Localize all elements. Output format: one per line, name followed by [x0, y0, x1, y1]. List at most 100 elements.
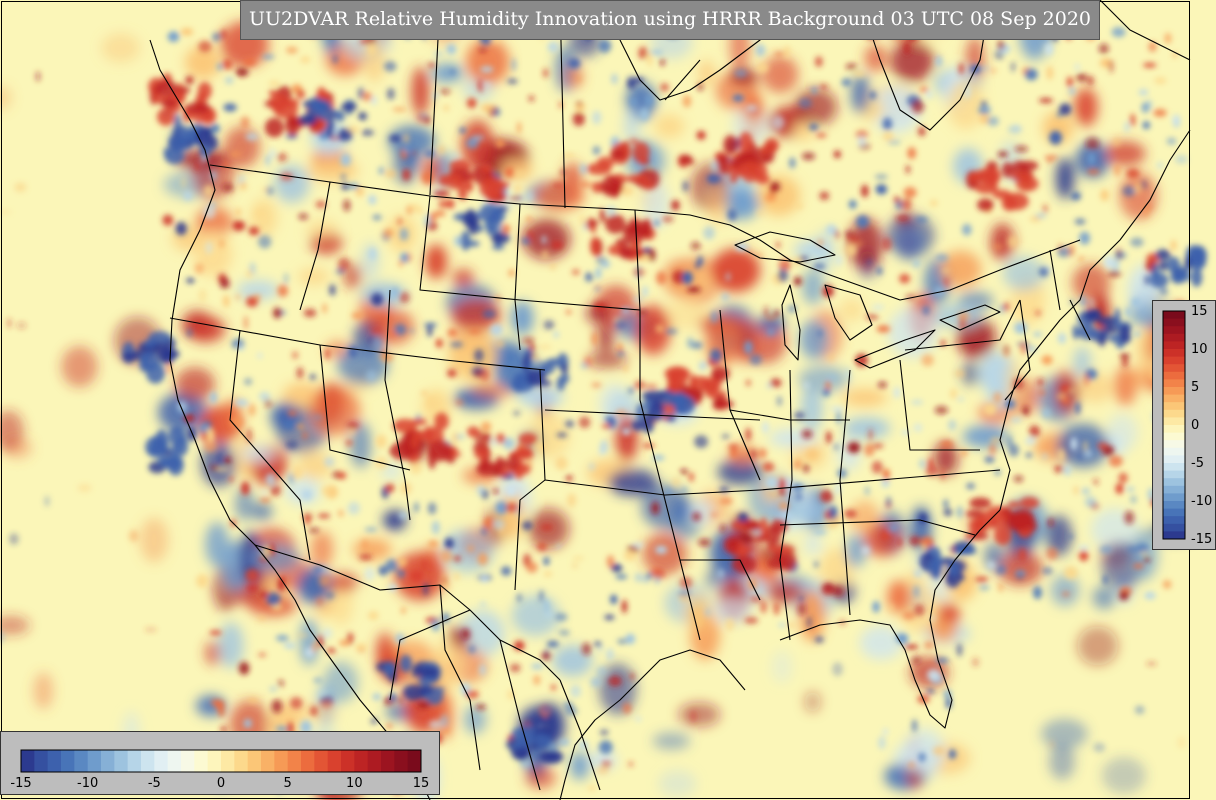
innovation-blob: [309, 384, 361, 436]
innovation-blob: [416, 701, 431, 709]
innovation-blob: [312, 642, 317, 653]
innovation-blob: [283, 642, 296, 649]
innovation-blob: [694, 435, 709, 449]
innovation-blob: [721, 434, 730, 439]
innovation-blob: [589, 463, 595, 471]
innovation-blob: [1066, 76, 1074, 88]
innovation-blob: [361, 242, 380, 280]
us-mexico-border: [254, 544, 561, 681]
innovation-blob: [776, 395, 782, 407]
innovation-blob: [175, 221, 187, 236]
innovation-blob: [601, 184, 624, 193]
innovation-blob: [594, 641, 602, 647]
innovation-blob: [361, 539, 369, 550]
innovation-blob: [929, 619, 957, 642]
colorbar-swatch: [114, 750, 129, 772]
innovation-blob: [371, 327, 383, 333]
innovation-blob: [440, 550, 453, 563]
innovation-blob: [717, 458, 763, 486]
colorbar-swatch: [407, 750, 422, 772]
innovation-blob: [794, 204, 804, 209]
innovation-blob: [784, 45, 790, 59]
innovation-blob: [385, 483, 395, 493]
innovation-blob: [261, 54, 275, 60]
innovation-blob: [784, 501, 832, 524]
innovation-blob: [764, 306, 769, 318]
innovation-blob: [845, 534, 866, 568]
innovation-blob: [789, 157, 796, 169]
innovation-blob: [368, 195, 377, 205]
innovation-blob: [587, 350, 628, 369]
innovation-blob: [909, 535, 921, 546]
innovation-blob: [428, 720, 442, 729]
innovation-blob: [321, 485, 331, 496]
innovation-blob: [1157, 161, 1163, 169]
innovation-blob: [325, 592, 335, 599]
innovation-blob: [451, 432, 459, 444]
innovation-blob: [327, 572, 359, 593]
innovation-blob: [493, 107, 501, 117]
innovation-blob: [466, 97, 477, 109]
innovation-blob: [460, 230, 471, 251]
innovation-blob: [343, 199, 351, 212]
innovation-blob: [975, 576, 989, 582]
innovation-blob: [287, 411, 297, 416]
innovation-blob: [220, 726, 227, 733]
innovation-blob: [219, 239, 225, 249]
innovation-blob: [905, 165, 911, 174]
innovation-blob: [604, 416, 614, 422]
innovation-blob: [1042, 408, 1051, 418]
innovation-blob: [466, 137, 479, 149]
innovation-blob: [209, 630, 222, 635]
innovation-blob: [663, 299, 708, 330]
innovation-blob: [881, 237, 892, 251]
innovation-blob: [738, 131, 753, 154]
innovation-blob: [887, 140, 901, 145]
innovation-blob: [505, 167, 515, 178]
innovation-blob: [950, 388, 957, 399]
innovation-blob: [303, 308, 317, 318]
innovation-blob: [276, 152, 288, 162]
innovation-blob: [447, 328, 458, 337]
innovation-blob: [542, 68, 549, 78]
innovation-blob: [766, 327, 776, 336]
innovation-blob: [711, 366, 730, 381]
innovation-blob: [421, 559, 427, 572]
horizontal-colorbar: -15 -10 -5 0 5 10 15: [0, 731, 440, 795]
innovation-blob: [480, 103, 494, 112]
innovation-blob: [1049, 740, 1055, 749]
innovation-blob: [232, 220, 246, 231]
innovation-blob: [1133, 331, 1141, 338]
innovation-blob: [337, 128, 353, 142]
innovation-blob: [525, 766, 556, 790]
innovation-blob: [803, 381, 810, 390]
innovation-blob: [725, 618, 734, 632]
innovation-blob: [246, 269, 253, 279]
innovation-blob: [757, 175, 801, 216]
lake-ontario: [939, 304, 1001, 331]
innovation-blob: [438, 145, 445, 154]
innovation-blob: [202, 205, 216, 220]
innovation-blob: [1007, 235, 1019, 249]
innovation-blob: [393, 418, 418, 433]
innovation-blob: [345, 439, 353, 447]
innovation-blob: [244, 378, 253, 386]
innovation-blob: [312, 678, 323, 683]
innovation-blob: [550, 263, 556, 271]
innovation-blob: [358, 111, 367, 121]
innovation-blob: [514, 746, 530, 762]
lake-erie: [854, 329, 936, 369]
innovation-blob: [826, 375, 839, 380]
innovation-blob: [882, 117, 893, 131]
innovation-blob: [540, 361, 556, 375]
innovation-blob: [632, 297, 644, 302]
innovation-blob: [833, 150, 841, 159]
innovation-blob: [969, 497, 992, 509]
innovation-blob: [500, 566, 512, 576]
innovation-blob: [477, 484, 484, 497]
innovation-blob: [455, 399, 464, 406]
innovation-blob: [551, 241, 564, 250]
lake-superior: [734, 231, 836, 263]
colorbar-swatch: [207, 750, 222, 772]
